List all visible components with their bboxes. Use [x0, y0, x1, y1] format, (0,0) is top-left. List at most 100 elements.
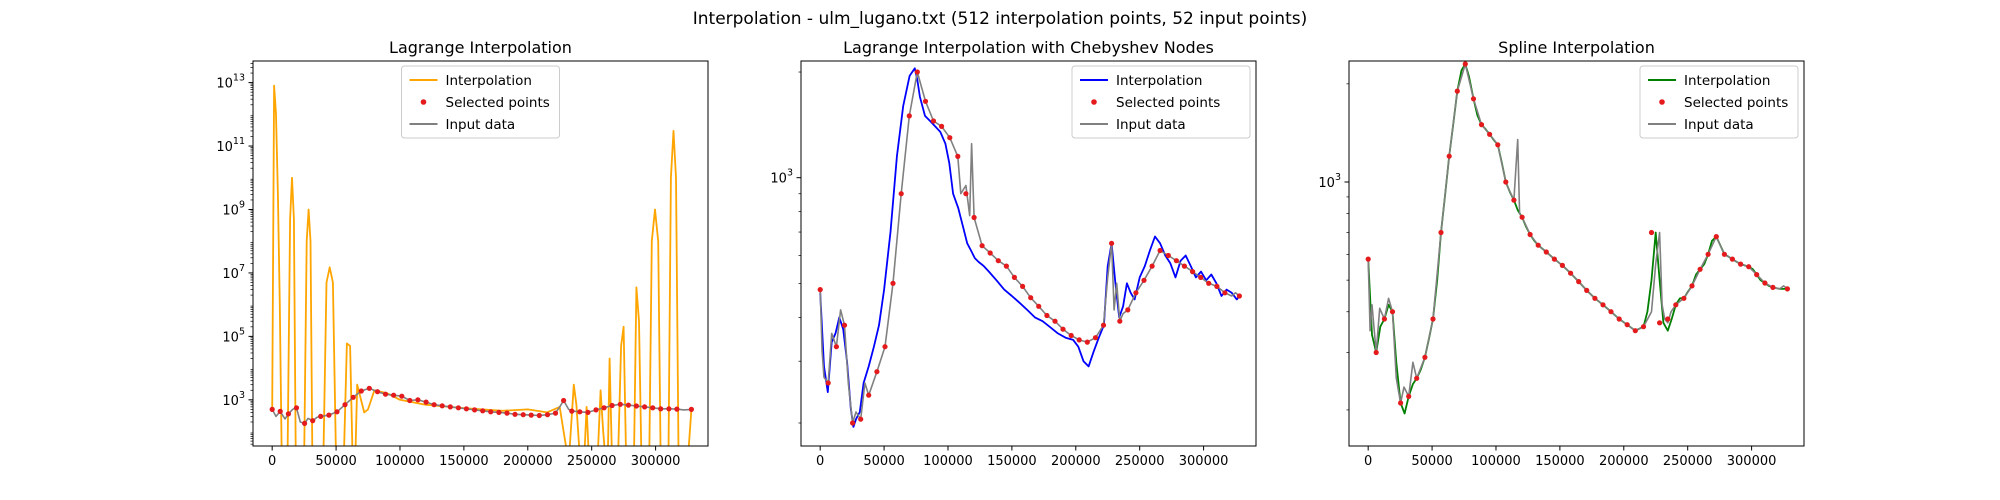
selected-point: [1648, 229, 1655, 236]
selected-point: [1011, 274, 1018, 280]
selected-point: [310, 418, 316, 424]
selected-point: [914, 69, 920, 75]
selected-point: [955, 153, 961, 159]
selected-point: [1133, 290, 1139, 296]
selected-point: [841, 322, 848, 328]
selected-point: [666, 406, 672, 412]
selected-point: [1784, 286, 1790, 292]
selected-point: [326, 412, 332, 418]
selected-point: [350, 394, 356, 400]
selected-point: [1697, 266, 1703, 272]
selected-point: [334, 409, 340, 415]
selected-point: [866, 392, 872, 398]
x-tick-label: 50000: [1411, 454, 1452, 469]
legend-label: Input data: [1116, 117, 1186, 133]
x-tick-label: 0: [268, 454, 276, 469]
x-tick-label: 300000: [631, 454, 681, 469]
plot-area: [1365, 61, 1790, 415]
selected-point: [520, 412, 526, 418]
selected-point: [1551, 256, 1557, 262]
legend: Interpolation Selected points Input data: [1071, 65, 1251, 139]
y-tick-label: 103: [770, 168, 793, 187]
subplot-title: Lagrange Interpolation: [389, 38, 572, 57]
subplot-2: Lagrange Interpolation with Chebyshev No…: [770, 38, 1257, 469]
selected-point: [1770, 284, 1776, 290]
y-tick-label: 1013: [216, 73, 245, 92]
selected-point: [1568, 270, 1574, 276]
selected-point: [593, 407, 599, 413]
x-tick-label: 0: [816, 454, 824, 469]
legend-label: Interpolation: [446, 73, 532, 89]
subplot-3: Spline Interpolation 103 0 50000 100000 15000…: [1318, 38, 1805, 469]
selected-point: [1181, 263, 1187, 269]
x-tick-label: 0: [1364, 454, 1372, 469]
axes-frame: [800, 60, 1257, 447]
x-tick-label: 50000: [315, 454, 356, 469]
selected-point: [544, 412, 551, 418]
selected-point: [1141, 277, 1147, 283]
selected-point: [1608, 309, 1614, 315]
plot-area: [269, 84, 695, 446]
interpolation-line: [271, 84, 693, 446]
selected-point: [1454, 88, 1460, 94]
y-tick-label: 1011: [216, 136, 245, 155]
selected-point: [577, 409, 583, 415]
selected-point: [1044, 312, 1050, 319]
selected-point: [1206, 280, 1212, 286]
plot-area: [817, 67, 1242, 428]
selected-point: [528, 412, 534, 418]
selected-point: [1117, 318, 1123, 324]
selected-point: [1100, 322, 1107, 328]
selected-point: [415, 397, 421, 403]
axes-frame: [1348, 60, 1805, 447]
x-tick-label: 150000: [439, 454, 489, 469]
subplot-title: Spline Interpolation: [1498, 38, 1655, 57]
selected-point: [963, 191, 969, 197]
selected-point: [1543, 249, 1549, 255]
selected-point: [1222, 290, 1228, 296]
selected-point: [585, 409, 591, 415]
y-tick-label: 107: [222, 263, 245, 282]
x-tick-label: 100000: [375, 454, 425, 469]
selected-point: [1020, 283, 1026, 289]
selected-point: [512, 411, 518, 417]
selected-point: [1414, 375, 1420, 381]
selected-point: [1381, 316, 1387, 322]
selected-point: [447, 404, 453, 410]
selected-point: [1052, 318, 1058, 324]
selected-point: [625, 402, 632, 408]
legend-label: Input data: [446, 117, 516, 133]
selected-point: [1519, 214, 1525, 220]
selected-point: [1173, 258, 1179, 264]
input-data-line: [1367, 63, 1788, 404]
selected-point: [1125, 307, 1131, 313]
subplot-title: Lagrange Interpolation with Chebyshev No…: [843, 38, 1214, 57]
selected-point: [1584, 287, 1590, 293]
subplot-1: Lagrange Interpolation 103 105 107 109 1011 10…: [216, 38, 709, 469]
selected-point: [898, 191, 904, 197]
x-tick-label: 150000: [1535, 454, 1585, 469]
selected-point: [504, 410, 510, 416]
selected-point: [285, 411, 291, 417]
selected-point: [609, 402, 615, 409]
selected-point: [561, 397, 567, 404]
selected-point: [1746, 264, 1752, 270]
selected-point: [1109, 240, 1115, 246]
selected-point: [1446, 153, 1452, 159]
selected-point: [987, 250, 993, 256]
y-tick-label: 109: [222, 199, 245, 218]
selected-point: [1092, 335, 1099, 341]
selected-point: [536, 412, 542, 419]
selected-point: [1149, 263, 1155, 269]
selected-point: [1673, 302, 1679, 308]
selected-point: [1462, 61, 1468, 67]
selected-point: [488, 409, 494, 415]
selected-point: [858, 416, 864, 422]
selected-point: [1068, 332, 1074, 339]
selected-point: [922, 98, 929, 104]
legend: Interpolation Selected points Input data: [1639, 65, 1799, 139]
legend-marker-selected-points: [1659, 99, 1665, 105]
selected-point: [318, 413, 324, 419]
selected-point: [1681, 295, 1687, 301]
